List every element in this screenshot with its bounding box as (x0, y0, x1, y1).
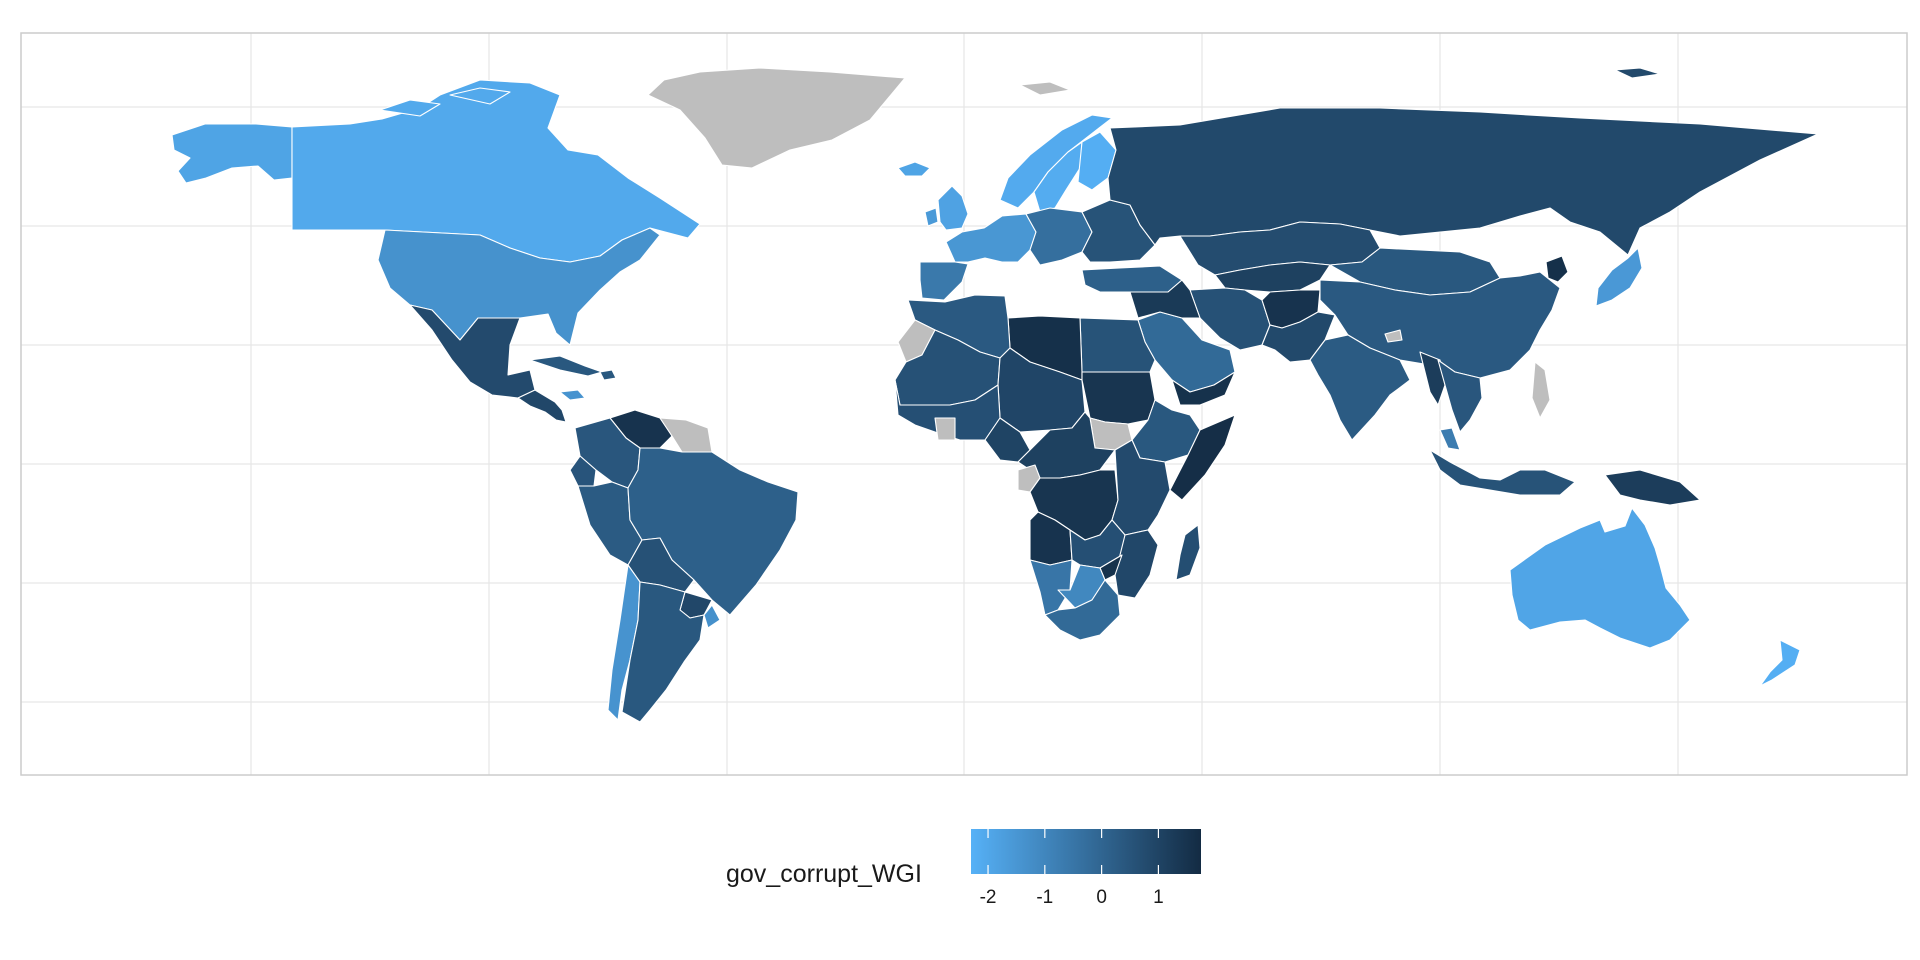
panel-border (20, 32, 1908, 776)
legend-ticks: -2 -1 0 1 (980, 829, 1164, 908)
region-iraq-syria: Iraq & Syria (1129, 279, 1201, 319)
legend-title: gov_corrupt_WGI (726, 860, 922, 888)
region-madagascar: Madagascar (1175, 524, 1201, 581)
region-philippines: Philippines (1531, 361, 1551, 419)
region-central-america: Central America (517, 389, 567, 423)
region-north-korea: North Korea (1545, 255, 1569, 283)
island-shape (1614, 67, 1661, 79)
region-norway: Norway (999, 114, 1113, 209)
island-shape (599, 369, 617, 381)
island-shape (379, 99, 441, 117)
region-indonesia: Indonesia (1429, 449, 1576, 496)
region-new-zealand: New Zealand (1759, 639, 1801, 687)
region-iceland: Iceland (897, 161, 931, 177)
legend-tick-label: -2 (980, 887, 997, 908)
legend-tick-label: -1 (1036, 887, 1053, 908)
region-mozambique: Mozambique (1114, 529, 1159, 599)
region-papua-new-guinea: Papua New Guinea (1604, 469, 1701, 506)
legend-tick-label: 0 (1096, 887, 1107, 908)
region-east-africa: East Africa (1111, 439, 1171, 536)
region-mexico: Mexico (409, 304, 536, 399)
legend-colorbar (971, 829, 1201, 874)
region-somalia: Somalia (1169, 414, 1236, 501)
region-greenland: Greenland (647, 67, 906, 169)
island-shape (1019, 81, 1071, 96)
region-australia: Australia (1509, 507, 1691, 649)
country-layer: AlaskaCanadaGreenlandUnited StatesMexico… (171, 67, 1819, 723)
island-shape (449, 87, 511, 105)
region-argentina: Argentina (621, 581, 705, 723)
region-japan: Japan (1595, 247, 1643, 307)
legend-tick-label: 1 (1153, 887, 1164, 908)
island-shape (559, 389, 586, 401)
region-ecuador: Ecuador (569, 455, 597, 487)
legend: gov_corrupt_WGI -2 -1 0 1 (726, 829, 1201, 908)
region-alaska: Alaska (171, 123, 293, 184)
region-brazil: Brazil (627, 447, 799, 616)
region-bhutan: Bhutan (1384, 329, 1403, 343)
region-malaysia: Malaysia (1439, 427, 1461, 451)
region-sudan: Sudan (1081, 371, 1156, 425)
region-myanmar: Myanmar (1419, 351, 1446, 406)
region-india: India (1309, 334, 1411, 441)
region-turkey: Turkey (1081, 265, 1183, 293)
region-ivory-coast: Ivory Coast (934, 417, 956, 441)
region-namibia: Namibia (1029, 559, 1073, 616)
region-uruguay: Uruguay (703, 604, 721, 629)
region-iberia: Iberia (919, 261, 969, 301)
region-united-kingdom: United Kingdom (937, 185, 969, 231)
region-central-europe: Central Europe (1025, 207, 1093, 266)
region-southeast-asia: Southeast Asia (1437, 359, 1483, 433)
region-yemen: Yemen (1171, 371, 1236, 406)
region-ireland: Ireland (924, 207, 939, 227)
region-south-africa: South Africa (1044, 579, 1121, 641)
